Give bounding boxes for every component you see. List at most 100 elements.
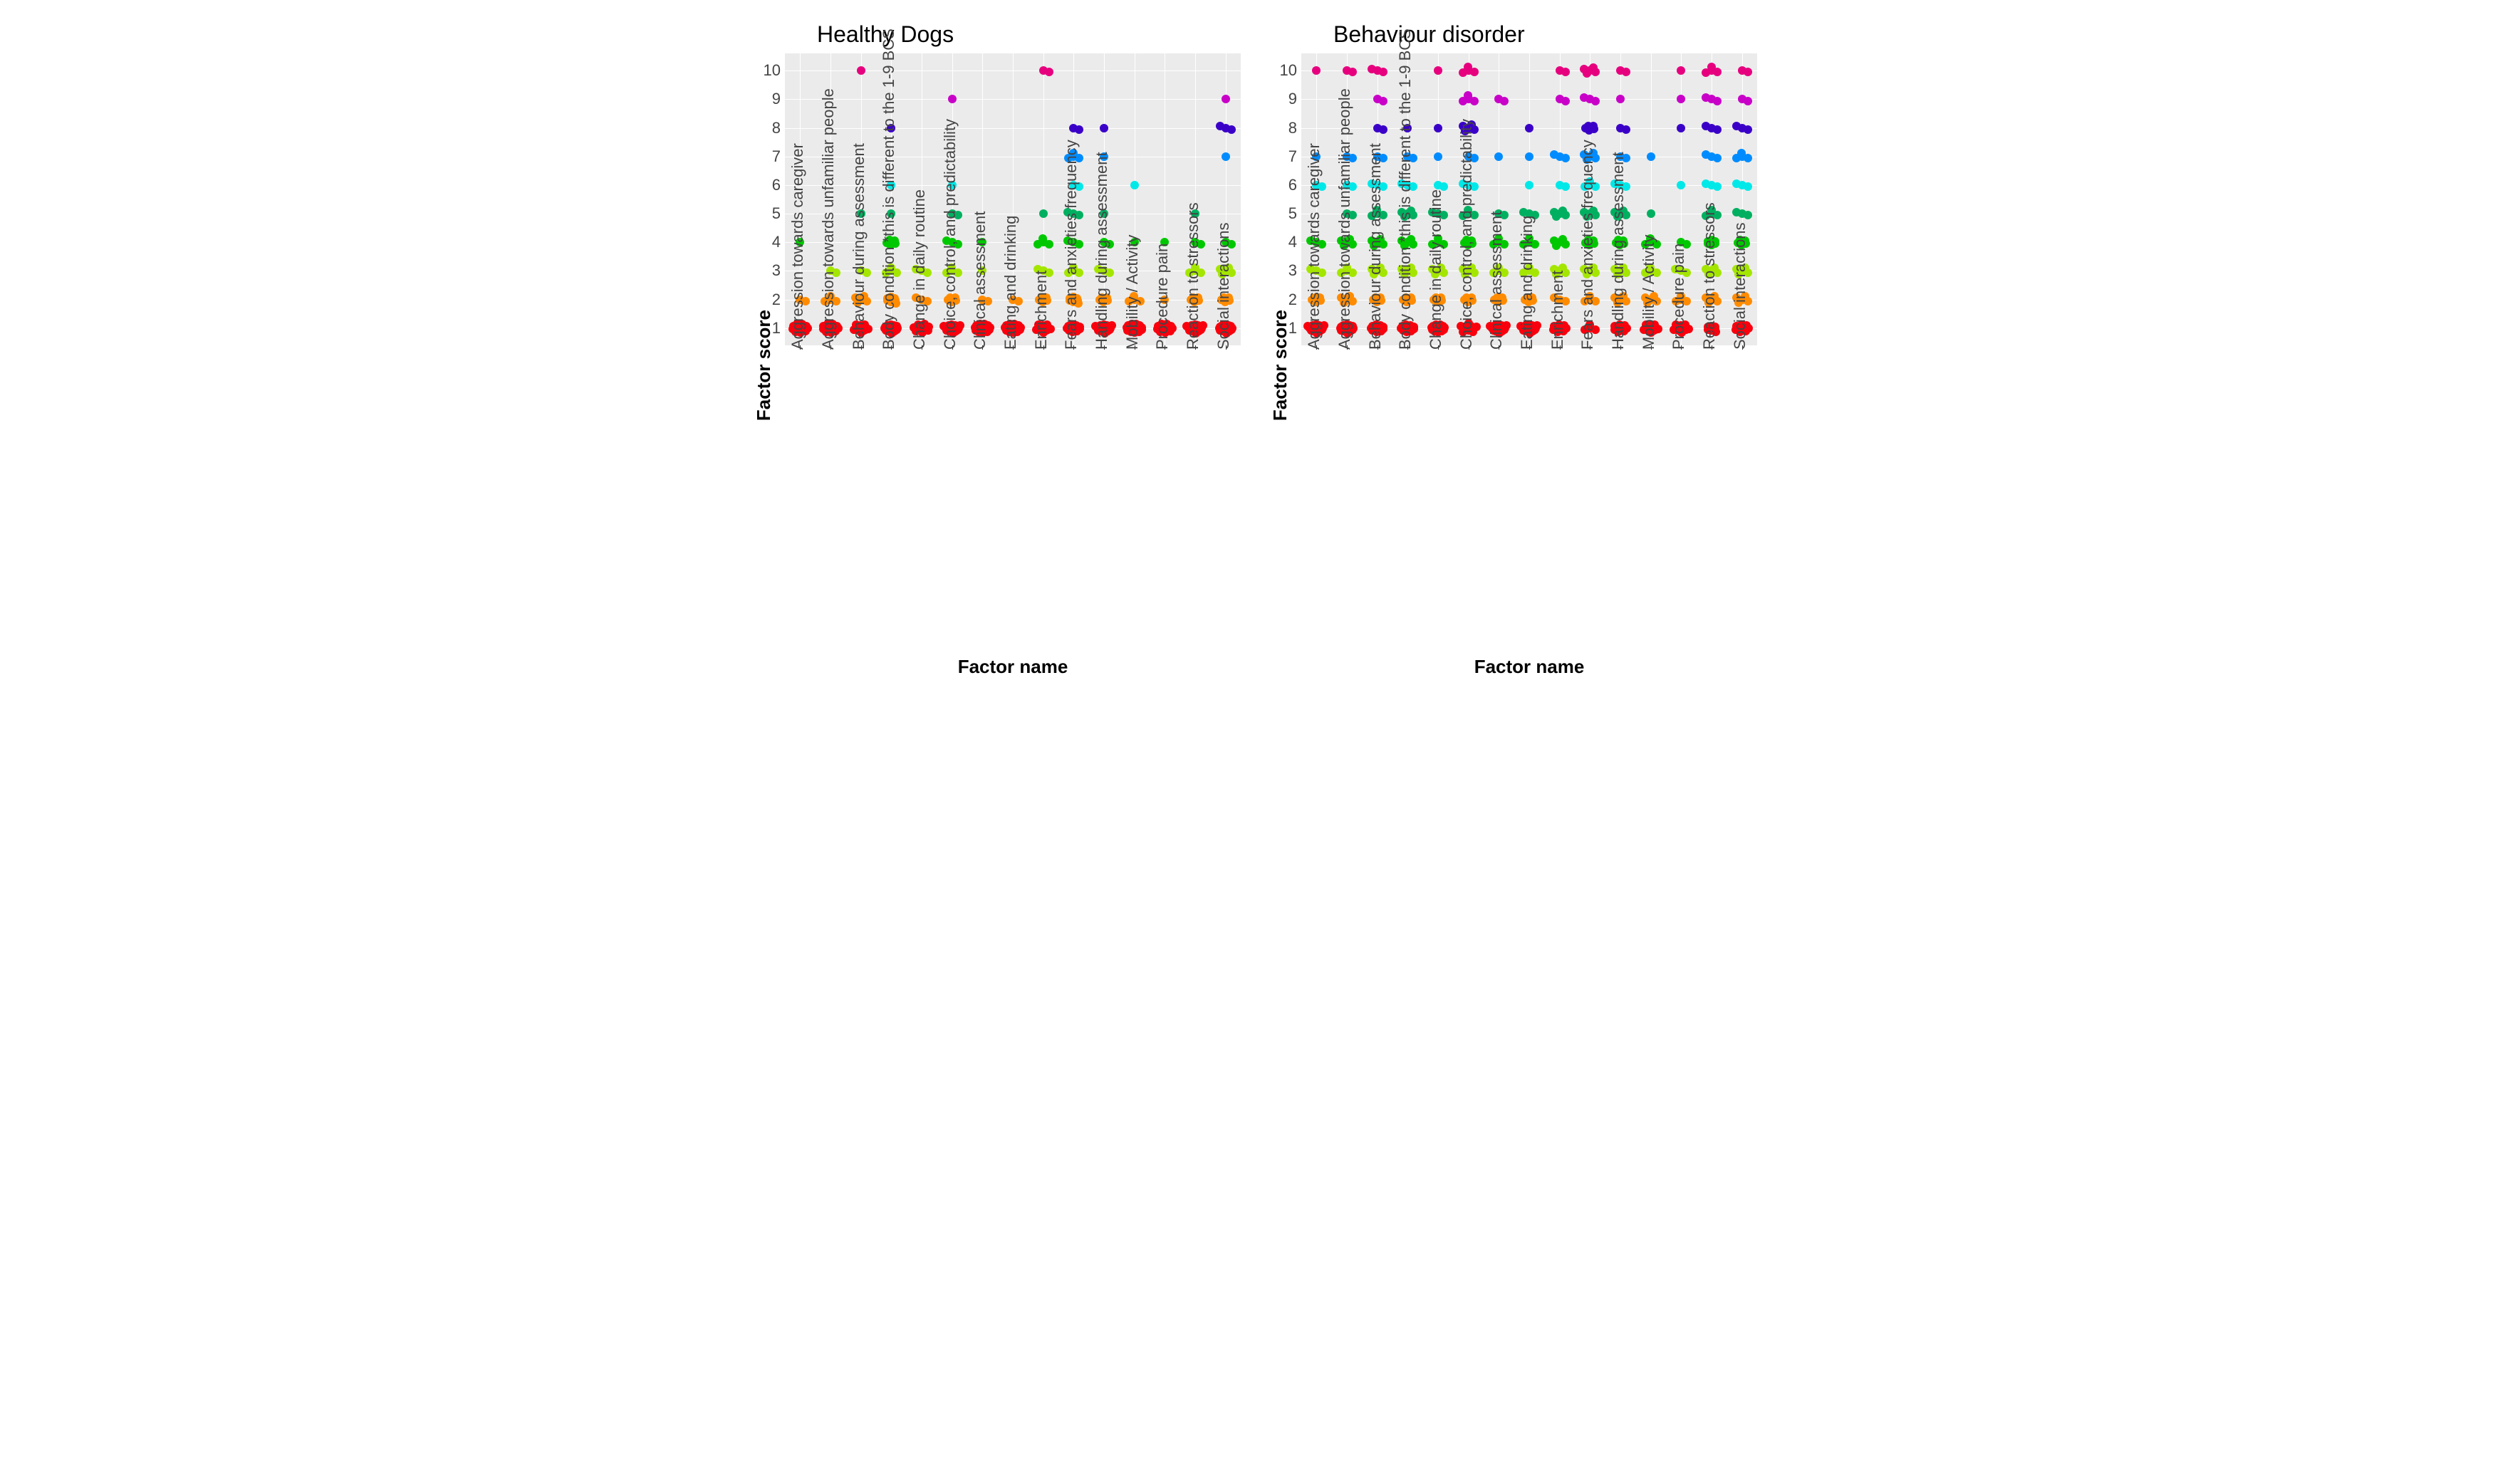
y-tick: 5 (772, 206, 781, 221)
x-tick-label: Procedure pain (1155, 244, 1170, 350)
x-tick-label: Aggression towards caregiver (790, 143, 806, 350)
x-tick-label: Body condition *this is different to the… (881, 28, 897, 350)
data-point (1677, 124, 1685, 132)
data-point (1550, 150, 1558, 159)
data-point (1580, 93, 1588, 102)
data-point (1434, 66, 1442, 75)
x-tick-label: Eating and drinking (1003, 216, 1019, 350)
y-tick: 7 (1288, 149, 1297, 164)
data-point (1312, 66, 1321, 75)
data-point (1525, 181, 1533, 189)
data-point (1550, 236, 1558, 245)
data-point (1379, 68, 1387, 76)
data-point (1222, 152, 1230, 161)
x-tick-label: Reaction to stressors (1185, 202, 1201, 350)
data-point (1558, 235, 1567, 244)
data-point (1744, 125, 1752, 134)
x-tick-label: Fears and anxieties frequency (1063, 140, 1079, 350)
data-point (1744, 182, 1752, 191)
data-point (1732, 179, 1741, 188)
data-point (1702, 93, 1710, 102)
plot-wrap: Factor score12345678910Aggression toward… (1269, 53, 1757, 678)
data-point (1434, 124, 1442, 132)
figure: Healthy DogsFactor score12345678910Aggre… (0, 0, 2510, 692)
data-point (1702, 122, 1710, 130)
x-tick-label: Body condition *this is different to the… (1397, 28, 1413, 350)
data-point (1677, 66, 1685, 75)
data-point (1744, 211, 1752, 219)
x-tick-label: Aggression towards caregiver (1306, 143, 1322, 350)
x-tick-label: Reaction to stressors (1702, 202, 1717, 350)
x-tick-label: Procedure pain (1671, 244, 1687, 350)
data-point (1039, 209, 1048, 218)
data-point (1130, 181, 1139, 189)
y-tick: 10 (1280, 63, 1297, 78)
x-tick-label: Behaviour during assessment (851, 143, 867, 350)
data-point (1647, 209, 1655, 218)
data-point (1550, 208, 1558, 216)
x-tick-label: Enrichment (1033, 271, 1049, 350)
data-point (1558, 207, 1567, 215)
data-point (1713, 182, 1722, 191)
panel-1: Behaviour disorderFactor score1234567891… (1269, 21, 1757, 678)
data-point (1616, 95, 1625, 103)
data-point (1525, 124, 1533, 132)
x-axis-label: Factor name (1301, 656, 1757, 678)
x-axis-label: Factor name (785, 656, 1241, 678)
y-tick: 9 (772, 91, 781, 107)
data-point (1525, 152, 1533, 161)
data-point (1589, 63, 1598, 72)
x-tick-label: Change in daily routine (1428, 189, 1444, 350)
y-tick: 3 (772, 263, 781, 278)
data-point (1075, 125, 1083, 134)
data-point (1227, 125, 1236, 134)
x-tick-label: Choice, control, and predictability (942, 119, 958, 350)
data-point (1707, 63, 1716, 71)
x-tick-label: Eating and drinking (1519, 216, 1535, 350)
x-tick-label: Mobility / Activity (1125, 235, 1140, 350)
data-point (1348, 68, 1357, 76)
data-point (1379, 125, 1387, 134)
y-tick: 8 (772, 120, 781, 136)
y-tick: 9 (1288, 91, 1297, 107)
x-tick-label: Handling during assessment (1610, 152, 1626, 350)
data-point (1038, 234, 1047, 243)
y-tick: 6 (1288, 177, 1297, 193)
data-point (1561, 97, 1570, 105)
data-point (1713, 125, 1722, 134)
data-point (1500, 97, 1509, 105)
data-point (1744, 68, 1752, 76)
x-tick-label: Aggression towards unfamiliar people (821, 88, 836, 350)
data-point (1591, 97, 1600, 105)
x-tick-label: Social interactions (1732, 222, 1748, 350)
data-point (1732, 122, 1741, 130)
data-point (1732, 208, 1741, 216)
data-point (1045, 68, 1053, 76)
data-point (1464, 91, 1472, 100)
data-point (857, 66, 865, 75)
y-tick: 7 (772, 149, 781, 164)
x-tick-label: Social interactions (1216, 222, 1231, 350)
data-point (1589, 122, 1598, 130)
data-point (1713, 97, 1722, 105)
data-point (1702, 150, 1710, 159)
panel-0: Healthy DogsFactor score12345678910Aggre… (753, 21, 1241, 678)
y-tick: 2 (1288, 292, 1297, 308)
data-point (1702, 179, 1710, 188)
x-axis: Aggression towards caregiverAggression t… (785, 345, 1241, 652)
y-tick: 1 (1288, 320, 1297, 336)
data-point (1622, 125, 1630, 134)
data-point (948, 95, 957, 103)
data-point (1647, 152, 1655, 161)
y-tick: 3 (1288, 263, 1297, 278)
data-point (1677, 181, 1685, 189)
y-tick: 4 (1288, 234, 1297, 250)
data-point (1464, 63, 1472, 71)
x-axis: Aggression towards caregiverAggression t… (1301, 345, 1757, 652)
plot-wrap: Factor score12345678910Aggression toward… (753, 53, 1241, 678)
x-tick-label: Enrichment (1550, 271, 1566, 350)
x-tick-label: Change in daily routine (912, 189, 927, 350)
y-tick: 8 (1288, 120, 1297, 136)
y-tick: 5 (1288, 206, 1297, 221)
y-tick: 4 (772, 234, 781, 250)
